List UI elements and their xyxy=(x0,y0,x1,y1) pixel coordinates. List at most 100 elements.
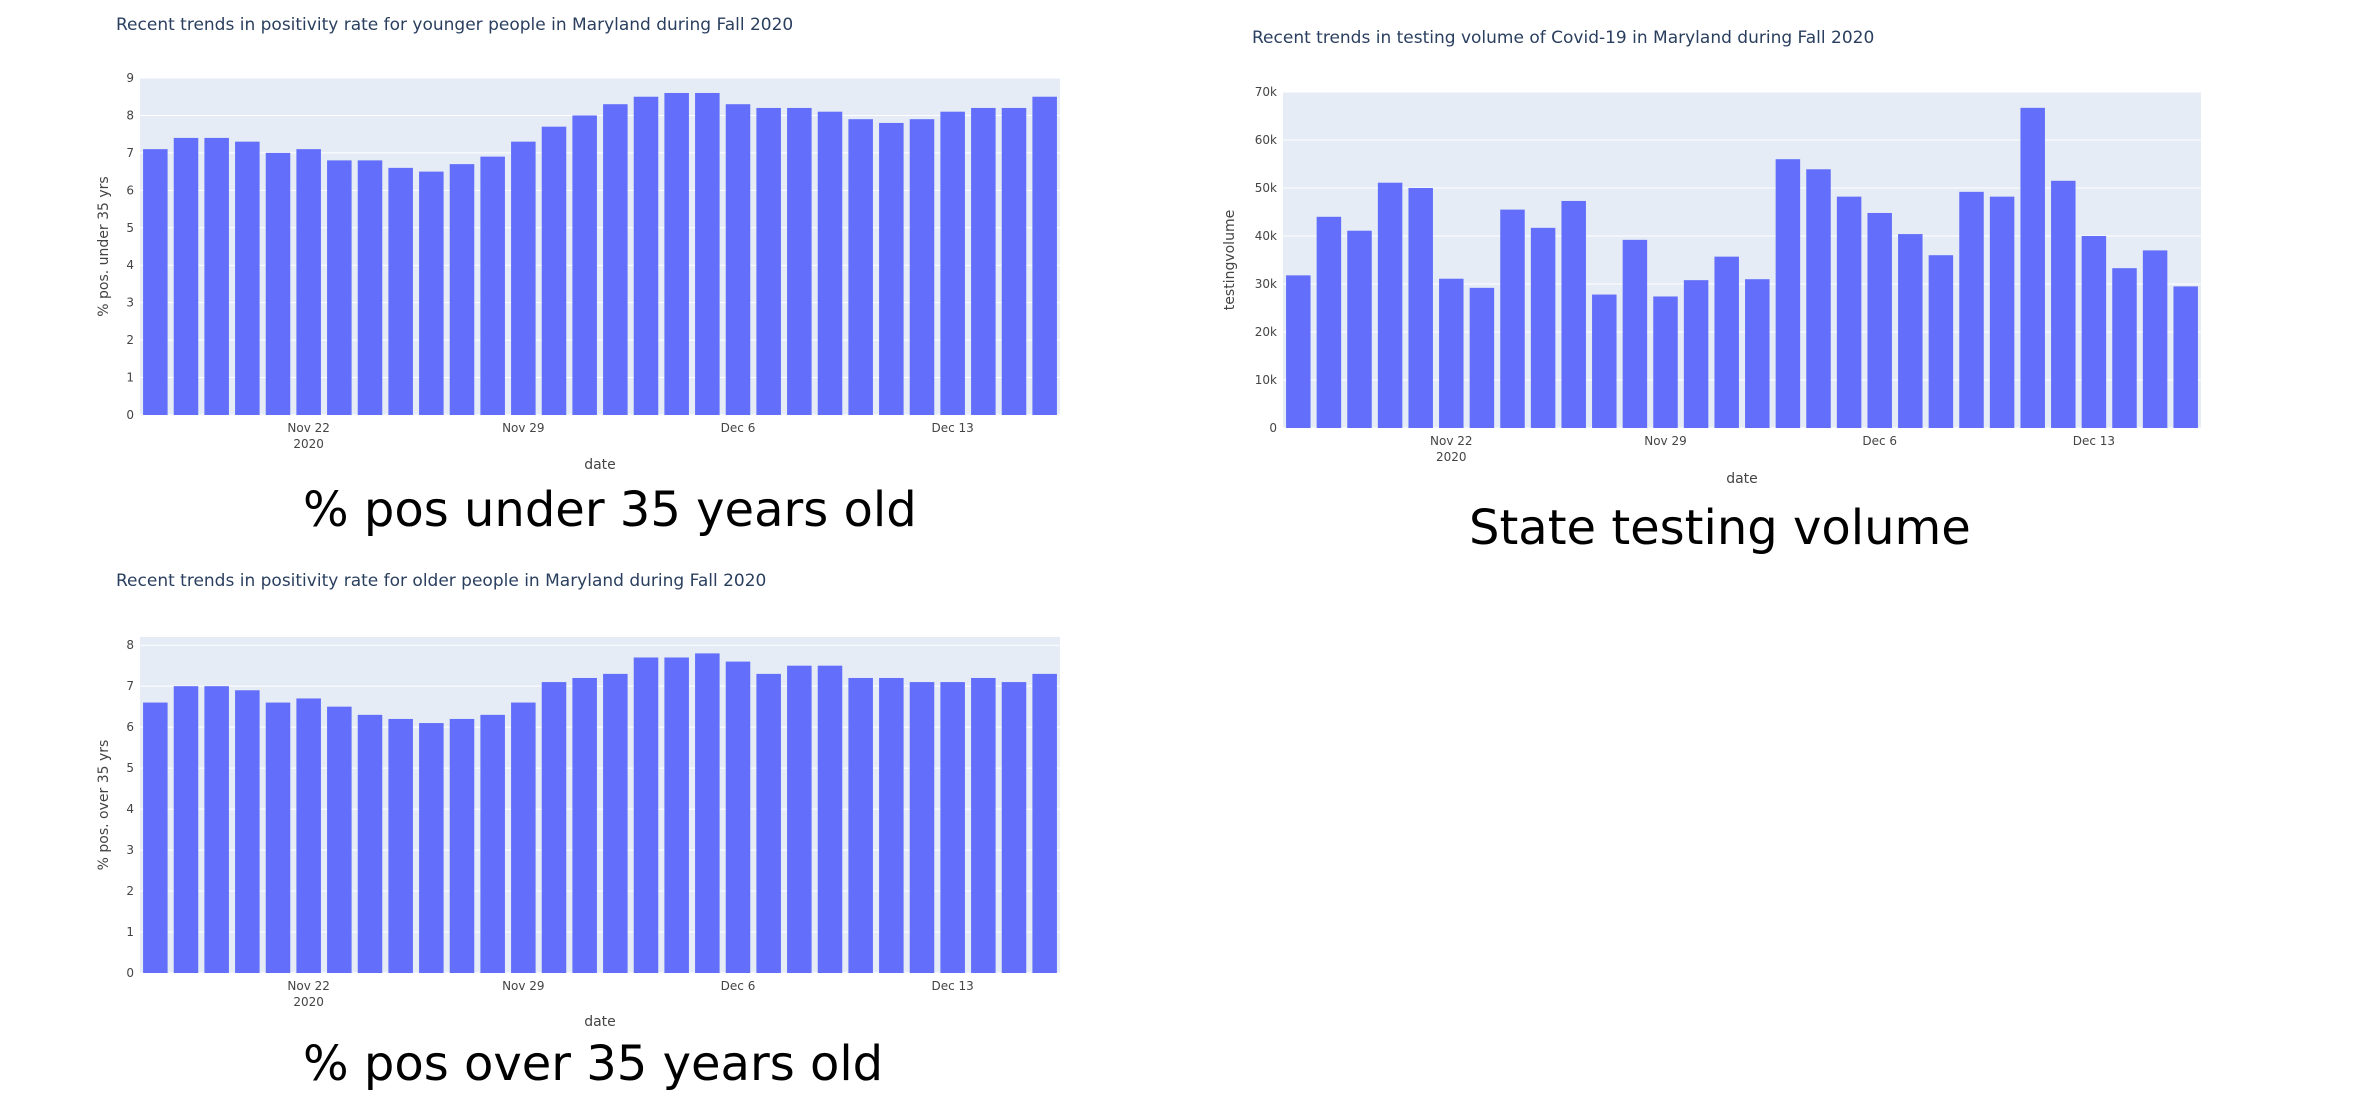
old-x-tick-label: Nov 22 xyxy=(287,979,330,993)
testing-bar xyxy=(2081,236,2107,428)
young-y-tick-label: 3 xyxy=(126,296,134,310)
old-y-tick-label: 5 xyxy=(126,761,134,775)
young-bar xyxy=(603,104,628,415)
testing-bar xyxy=(1959,191,1984,428)
testing-bar xyxy=(2020,107,2045,428)
testing-y-tick-label: 50k xyxy=(1255,181,1277,195)
testing-x-axis-label: date xyxy=(1726,471,1758,487)
testing-y-tick-label: 0 xyxy=(1269,421,1277,435)
testing-bar xyxy=(1561,200,1586,428)
old-bar xyxy=(173,686,199,973)
old-bar xyxy=(725,661,751,973)
old-y-tick-label: 0 xyxy=(126,966,134,980)
old-y-tick-label: 3 xyxy=(126,843,134,857)
testing-bar xyxy=(1775,159,1801,428)
testing-y-axis-label: testingvolume xyxy=(1222,210,1238,310)
old-x-tick-label: Dec 13 xyxy=(932,979,974,993)
young-bar xyxy=(388,167,413,415)
young-bar xyxy=(848,119,873,415)
old-bar xyxy=(265,702,291,973)
testing-y-tick-label: 20k xyxy=(1255,325,1277,339)
young-y-tick-label: 1 xyxy=(126,371,134,385)
young-bar xyxy=(235,141,260,415)
young-bar xyxy=(817,111,843,415)
old-bar xyxy=(143,702,168,973)
young-bar xyxy=(1001,107,1027,415)
old-bar xyxy=(879,677,904,973)
old-x-axis-label: date xyxy=(584,1014,616,1030)
young-bar xyxy=(327,160,352,415)
testing-bar xyxy=(1683,280,1709,428)
testing-chart-title: Recent trends in testing volume of Covid… xyxy=(1252,28,1874,48)
old-y-tick-label: 4 xyxy=(126,802,134,816)
testing-bar xyxy=(1439,278,1464,428)
old-bar xyxy=(296,698,321,973)
young-bar xyxy=(664,92,689,415)
old-bar xyxy=(480,714,505,973)
testing-bar xyxy=(2051,180,2076,428)
testing-y-tick-label: 70k xyxy=(1255,85,1277,99)
testing-bar xyxy=(1469,287,1495,428)
testing-y-tick-label: 40k xyxy=(1255,229,1277,243)
old-bar xyxy=(204,686,229,973)
old-bar xyxy=(357,714,383,973)
old-bar xyxy=(327,706,352,973)
young-y-tick-label: 8 xyxy=(126,108,134,122)
testing-bar xyxy=(2173,286,2198,428)
chart-young-svg: Recent trends in positivity rate for you… xyxy=(96,15,1060,473)
old-bar xyxy=(1032,673,1057,973)
young-plot-area xyxy=(140,78,1060,415)
young-bar xyxy=(449,164,475,415)
young-x-tick-label: Dec 13 xyxy=(932,421,974,435)
caption-testing: State testing volume xyxy=(1469,500,1971,556)
young-bar xyxy=(511,141,536,415)
young-y-tick-label: 0 xyxy=(126,408,134,422)
old-bar xyxy=(1001,682,1027,973)
old-bar xyxy=(541,682,567,973)
chart-old-positivity: Recent trends in positivity rate for old… xyxy=(0,555,1100,1099)
testing-bar xyxy=(1806,169,1831,428)
testing-bar xyxy=(2112,268,2137,428)
old-x-tick-label: Dec 6 xyxy=(721,979,756,993)
old-plot-area xyxy=(140,637,1060,973)
young-x-tick-label: Nov 29 xyxy=(502,421,545,435)
old-y-tick-label: 6 xyxy=(126,720,134,734)
young-bar xyxy=(971,107,996,415)
young-bar xyxy=(265,152,291,415)
testing-bar xyxy=(1745,279,1770,428)
old-bar xyxy=(695,653,720,973)
testing-y-tick-label: 60k xyxy=(1255,133,1277,147)
old-y-axis-label: % pos. over 35 yrs xyxy=(96,740,112,871)
testing-bar xyxy=(1836,196,1862,428)
old-bar xyxy=(817,665,843,973)
chart-young-positivity: Recent trends in positivity rate for you… xyxy=(0,0,1100,540)
young-bar xyxy=(879,122,904,415)
testing-plot-area xyxy=(1283,92,2201,428)
old-bar xyxy=(787,665,812,973)
young-bar xyxy=(480,156,505,415)
young-x-tick-year: 2020 xyxy=(293,437,324,451)
young-bar xyxy=(204,137,229,415)
young-x-tick-label: Dec 6 xyxy=(721,421,756,435)
testing-y-tick-label: 10k xyxy=(1255,373,1277,387)
testing-bar xyxy=(1653,296,1678,428)
young-x-tick-label: Nov 22 xyxy=(287,421,330,435)
testing-bar xyxy=(1714,256,1739,428)
testing-bar xyxy=(1286,275,1311,428)
testing-bar xyxy=(1530,227,1556,428)
old-x-tick-label: Nov 29 xyxy=(502,979,545,993)
young-bar xyxy=(357,160,383,415)
old-bar xyxy=(235,690,260,973)
young-bar xyxy=(695,92,720,415)
chart-testing-svg: Recent trends in testing volume of Covid… xyxy=(1222,28,2201,487)
old-y-tick-label: 1 xyxy=(126,925,134,939)
testing-x-tick-label: Dec 13 xyxy=(2073,434,2115,448)
caption-young: % pos under 35 years old xyxy=(303,482,917,538)
old-bar xyxy=(572,677,597,973)
young-chart-title: Recent trends in positivity rate for you… xyxy=(116,15,793,35)
old-y-tick-label: 7 xyxy=(126,679,134,693)
old-bar xyxy=(511,702,536,973)
young-y-axis-label: % pos. under 35 yrs xyxy=(96,176,112,316)
old-bar xyxy=(909,682,935,973)
testing-x-tick-label: Nov 29 xyxy=(1644,434,1687,448)
